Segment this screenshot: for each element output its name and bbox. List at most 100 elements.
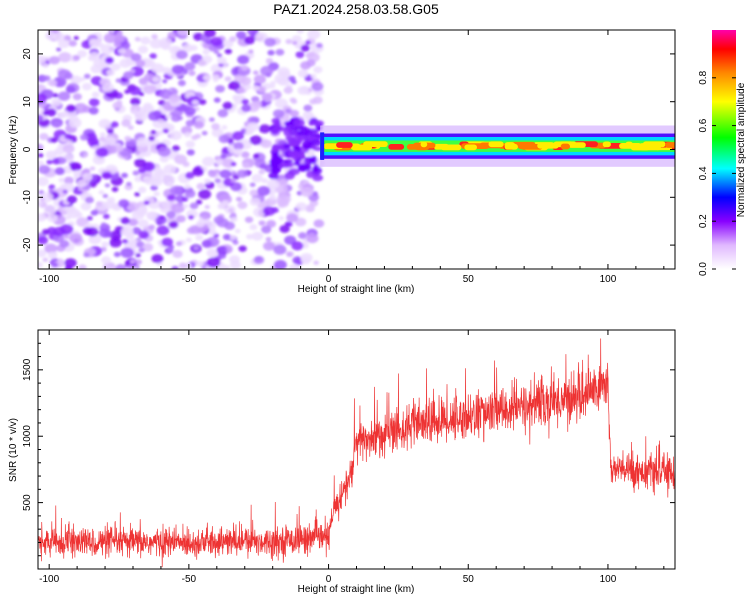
snr-xtick-label: 100 xyxy=(600,574,617,585)
band-peak xyxy=(464,144,477,151)
heatmap-noise-cell xyxy=(198,189,212,200)
heatmap-noise-cell xyxy=(286,213,299,223)
heatmap-noise-cell xyxy=(39,197,45,202)
heatmap-noise-cell xyxy=(265,237,272,242)
heatmap-noise-cell xyxy=(178,262,187,269)
heatmap-noise-cell xyxy=(277,76,290,86)
heatmap-noise-cell xyxy=(214,178,221,184)
heatmap-noise-cell xyxy=(100,222,107,227)
heatmap-noise-cell xyxy=(175,241,183,247)
heatmap-noise-cell xyxy=(235,196,243,202)
heatmap-noise-cell xyxy=(217,203,226,210)
heatmap-noise-cell xyxy=(183,131,192,138)
heatmap-noise-cell xyxy=(88,98,100,107)
heatmap-noise-cell xyxy=(136,241,145,248)
snr-ylabel: SNR (10 * v/v) xyxy=(8,418,19,482)
heatmap-noise-cell xyxy=(114,35,125,43)
heatmap-noise-cell xyxy=(266,179,280,189)
heatmap-noise-cell xyxy=(104,200,115,210)
heatmap-noise-cell xyxy=(157,146,171,157)
heatmap-noise-cell xyxy=(112,101,123,110)
heatmap-noise-cell xyxy=(182,203,189,209)
heatmap-noise-cell xyxy=(300,61,312,70)
heatmap-noise-cell xyxy=(285,135,296,141)
heatmap-noise-cell xyxy=(168,221,179,229)
heatmap-noise-cell xyxy=(99,79,107,86)
heatmap-noise-cell xyxy=(158,215,165,221)
heatmap-noise-cell xyxy=(204,178,211,184)
heatmap-noise-cell xyxy=(110,121,119,128)
heatmap-noise-cell xyxy=(115,264,127,269)
heatmap-noise-cell xyxy=(101,241,109,248)
heatmap-noise-cell xyxy=(38,164,51,175)
heatmap-noise-cell xyxy=(235,31,247,40)
heatmap-noise-cell xyxy=(245,233,254,240)
heatmap-noise-cell xyxy=(43,205,57,215)
heatmap-noise-cell xyxy=(124,89,131,94)
heatmap-noise-cell xyxy=(316,43,323,49)
heatmap-noise-cell xyxy=(134,158,146,168)
heatmap-noise-cell xyxy=(124,135,132,142)
heatmap-noise-cell xyxy=(113,251,121,258)
heatmap-noise-cell xyxy=(218,134,230,144)
heatmap-noise-cell xyxy=(307,30,321,40)
heatmap-noise-cell xyxy=(53,234,65,243)
heatmap-noise-cell xyxy=(192,167,204,177)
heatmap-noise-cell xyxy=(104,183,111,188)
heatmap-noise-cell xyxy=(62,189,68,194)
heatmap-noise-cell xyxy=(298,129,310,136)
heatmap-noise-cell xyxy=(293,119,305,127)
heatmap-noise-cell xyxy=(134,150,141,156)
heatmap-noise-cell xyxy=(201,130,208,136)
snr-xtick-label: 0 xyxy=(326,574,332,585)
heatmap-xtick-label: -100 xyxy=(39,274,59,285)
colorbar-label: Normalized spectral amplitude xyxy=(736,82,747,217)
heatmap-noise-cell xyxy=(291,35,302,43)
heatmap-noise-cell xyxy=(196,260,204,267)
heatmap-noise-cell xyxy=(83,73,91,79)
heatmap-noise-cell xyxy=(77,49,88,58)
heatmap-noise-cell xyxy=(58,177,65,183)
heatmap-noise-cell xyxy=(46,159,53,165)
colorbar-tick-label: 0.6 xyxy=(698,118,709,132)
heatmap-noise-cell xyxy=(104,57,114,64)
heatmap-noise-cell xyxy=(300,44,310,52)
heatmap-noise-cell xyxy=(38,200,43,207)
heatmap-noise-cell xyxy=(134,111,148,122)
heatmap-noise-cell xyxy=(234,148,243,156)
band-peak xyxy=(664,142,675,148)
heatmap-noise-cell xyxy=(83,252,90,258)
heatmap-noise-cell xyxy=(170,114,181,122)
heatmap-noise-cell xyxy=(208,44,218,52)
heatmap-noise-cell xyxy=(120,217,130,225)
heatmap-noise-cell xyxy=(289,109,300,118)
band-peak xyxy=(388,143,405,150)
heatmap-noise-cell xyxy=(113,41,122,48)
heatmap-noise-cell xyxy=(252,100,262,108)
heatmap-noise-cell xyxy=(270,159,279,169)
heatmap-noise-cell xyxy=(59,224,74,235)
heatmap-noise-cell xyxy=(103,32,118,44)
heatmap-noise-cell xyxy=(275,48,285,56)
heatmap-noise-cell xyxy=(171,265,179,269)
heatmap-noise-cell xyxy=(284,235,297,245)
heatmap-ytick-label: 0 xyxy=(22,146,33,152)
heatmap-noise-cell xyxy=(166,210,176,219)
heatmap-noise-cell xyxy=(115,145,124,152)
heatmap-noise-cell xyxy=(237,201,248,210)
heatmap-noise-cell xyxy=(46,108,57,117)
heatmap-noise-cell xyxy=(80,202,92,211)
heatmap-noise-cell xyxy=(138,167,147,174)
heatmap-noise-cell xyxy=(186,149,195,156)
heatmap-noise-cell xyxy=(313,260,319,265)
heatmap-noise-cell xyxy=(150,176,163,187)
colorbar-tick-label: 0.2 xyxy=(698,214,709,228)
band-peak xyxy=(504,143,518,150)
heatmap-noise-cell xyxy=(47,251,58,259)
heatmap-noise-cell xyxy=(242,162,250,169)
heatmap-noise-cell xyxy=(171,64,184,75)
heatmap-noise-cell xyxy=(258,220,266,226)
heatmap-noise-cell xyxy=(42,63,49,68)
heatmap-noise-cell xyxy=(85,196,94,204)
heatmap-noise-cell xyxy=(206,257,221,268)
